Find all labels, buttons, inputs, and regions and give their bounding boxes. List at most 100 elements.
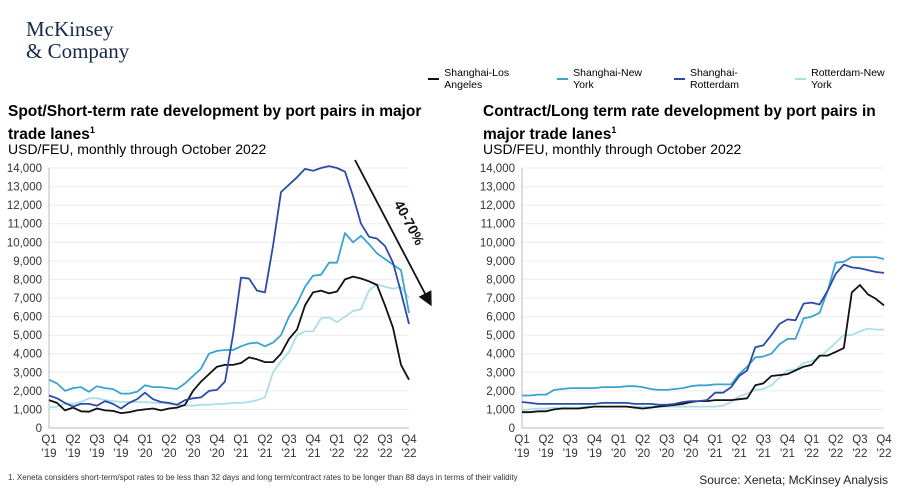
y-tick-label: 14,000 — [7, 163, 42, 175]
x-tick-label: Q1 — [233, 434, 248, 446]
y-tick-label: 8,000 — [486, 274, 515, 286]
x-tick-year: '21 — [708, 448, 723, 460]
x-tick-year: '22 — [804, 448, 819, 460]
y-tick-label: 4,000 — [486, 349, 515, 361]
legend: Shanghai-Los Angeles Shanghai-New York S… — [428, 67, 902, 91]
left-chart-subtitle: USD/FEU, monthly through October 2022 — [8, 141, 267, 157]
title-text: Spot/Short-term rate development by port… — [8, 103, 422, 144]
x-tick-year: '19 — [42, 448, 57, 460]
x-tick-label: Q4 — [209, 434, 225, 446]
x-tick-year: '20 — [611, 448, 626, 460]
footnote-ref: 1 — [89, 125, 95, 135]
legend-label: Shanghai-New York — [573, 67, 643, 91]
logo-line2: & Company — [26, 39, 130, 63]
x-tick-year: '21 — [780, 448, 795, 460]
y-tick-label: 10,000 — [7, 237, 42, 249]
x-tick-year: '22 — [330, 448, 345, 460]
x-tick-year: '22 — [354, 448, 369, 460]
legend-swatch — [556, 78, 569, 80]
x-tick-label: Q2 — [257, 434, 272, 446]
x-tick-label: Q4 — [683, 434, 699, 446]
x-tick-label: Q3 — [563, 434, 578, 446]
x-tick-label: Q4 — [780, 434, 796, 446]
x-tick-year: '19 — [563, 448, 578, 460]
y-tick-label: 14,000 — [480, 163, 515, 175]
legend-item: Shanghai-Los Angeles — [428, 67, 543, 91]
x-tick-year: '22 — [852, 448, 867, 460]
mckinsey-logo: McKinsey & Company — [26, 18, 129, 62]
x-tick-year: '22 — [828, 448, 843, 460]
x-tick-year: '19 — [515, 448, 530, 460]
y-tick-label: 2,000 — [13, 386, 42, 398]
x-tick-year: '20 — [186, 448, 201, 460]
title-text: Contract/Long term rate development by p… — [483, 103, 876, 144]
x-tick-label: Q1 — [41, 434, 56, 446]
legend-swatch — [794, 78, 807, 80]
x-tick-label: Q1 — [137, 434, 152, 446]
x-tick-year: '22 — [378, 448, 393, 460]
x-tick-year: '19 — [587, 448, 602, 460]
x-tick-year: '19 — [90, 448, 105, 460]
series-line-shanghai-new-york — [522, 256, 885, 397]
x-tick-label: Q1 — [611, 434, 626, 446]
x-tick-label: Q3 — [281, 434, 296, 446]
right-chart-title: Contract/Long term rate development by p… — [483, 102, 902, 144]
x-tick-label: Q3 — [89, 434, 104, 446]
y-tick-label: 7,000 — [13, 293, 42, 305]
x-tick-year: '19 — [539, 448, 554, 460]
footnote: 1. Xeneta considers short-term/spot rate… — [8, 473, 518, 482]
x-tick-label: Q1 — [514, 434, 529, 446]
x-tick-year: '19 — [66, 448, 81, 460]
y-tick-label: 13,000 — [7, 182, 42, 194]
y-tick-label: 10,000 — [480, 237, 515, 249]
x-tick-label: Q2 — [65, 434, 80, 446]
series-line-shanghai-new-york — [48, 232, 410, 395]
series-line-rotterdam-new-york — [521, 327, 884, 412]
footnote-ref: 1 — [611, 125, 617, 135]
x-tick-year: '21 — [282, 448, 297, 460]
x-tick-label: Q4 — [587, 434, 603, 446]
y-tick-label: 9,000 — [13, 256, 42, 268]
x-tick-year: '21 — [732, 448, 747, 460]
x-tick-label: Q3 — [852, 434, 867, 446]
x-tick-label: Q4 — [113, 434, 129, 446]
x-tick-label: Q2 — [538, 434, 553, 446]
x-tick-year: '20 — [635, 448, 650, 460]
y-tick-label: 11,000 — [481, 219, 515, 231]
y-tick-label: 13,000 — [480, 182, 515, 194]
x-tick-year: '20 — [138, 448, 153, 460]
y-tick-label: 6,000 — [13, 312, 42, 324]
x-tick-year: '22 — [877, 448, 892, 460]
x-tick-label: Q1 — [707, 434, 722, 446]
x-tick-year: '20 — [162, 448, 177, 460]
series-line-shanghai-rotterdam — [521, 263, 885, 406]
x-tick-year: '21 — [258, 448, 273, 460]
decline-arrow — [354, 159, 432, 307]
y-tick-label: 8,000 — [13, 274, 42, 286]
legend-item: Shanghai-Rotterdam — [673, 67, 781, 91]
x-tick-label: Q2 — [635, 434, 650, 446]
y-tick-label: 3,000 — [486, 367, 515, 379]
y-tick-label: 5,000 — [13, 330, 42, 342]
left-chart-title: Spot/Short-term rate development by port… — [8, 102, 428, 144]
legend-label: Rotterdam-New York — [811, 67, 885, 91]
x-tick-year: '21 — [234, 448, 249, 460]
legend-item: Shanghai-New York — [556, 67, 660, 91]
x-tick-label: Q3 — [185, 434, 200, 446]
x-tick-label: Q4 — [401, 434, 417, 446]
legend-swatch — [673, 78, 685, 80]
x-tick-year: '20 — [659, 448, 674, 460]
legend-label: Shanghai-Los Angeles — [444, 67, 510, 91]
y-tick-label: 0 — [36, 423, 42, 435]
y-tick-label: 3,000 — [13, 367, 42, 379]
series-line-shanghai-rotterdam — [48, 165, 410, 410]
legend-swatch — [428, 78, 440, 80]
logo-line1: McKinsey — [26, 17, 114, 41]
x-tick-year: '21 — [306, 448, 321, 460]
x-tick-year: '21 — [756, 448, 771, 460]
y-tick-label: 7,000 — [486, 293, 515, 305]
x-tick-label: Q3 — [659, 434, 674, 446]
x-tick-label: Q1 — [329, 434, 344, 446]
x-tick-year: '20 — [210, 448, 225, 460]
x-tick-label: Q4 — [876, 434, 892, 446]
